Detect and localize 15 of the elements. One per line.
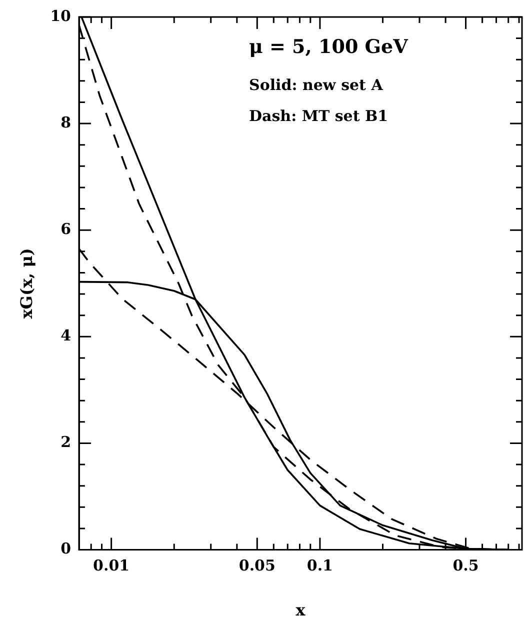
x-tick-label: 0.5 — [452, 556, 479, 575]
y-axis-title: xG(x, μ) — [16, 248, 36, 319]
x-tick-label: 0.1 — [306, 556, 333, 575]
y-tick-label: 2 — [60, 433, 71, 452]
y-tick-label: 0 — [60, 540, 71, 558]
y-tick-label: 10 — [50, 6, 71, 25]
y-tick-label: 8 — [60, 113, 71, 132]
annotation: μ = 5, 100 GeV — [249, 36, 410, 58]
annotation: Dash: MT set B1 — [249, 107, 388, 125]
y-tick-label: 6 — [60, 220, 71, 238]
x-axis-title: x — [296, 600, 306, 620]
annotation: Solid: new set A — [249, 76, 384, 94]
x-tick-label: 0.05 — [238, 556, 276, 575]
x-tick-label: 0.01 — [93, 556, 130, 575]
y-tick-label: 4 — [60, 326, 71, 345]
